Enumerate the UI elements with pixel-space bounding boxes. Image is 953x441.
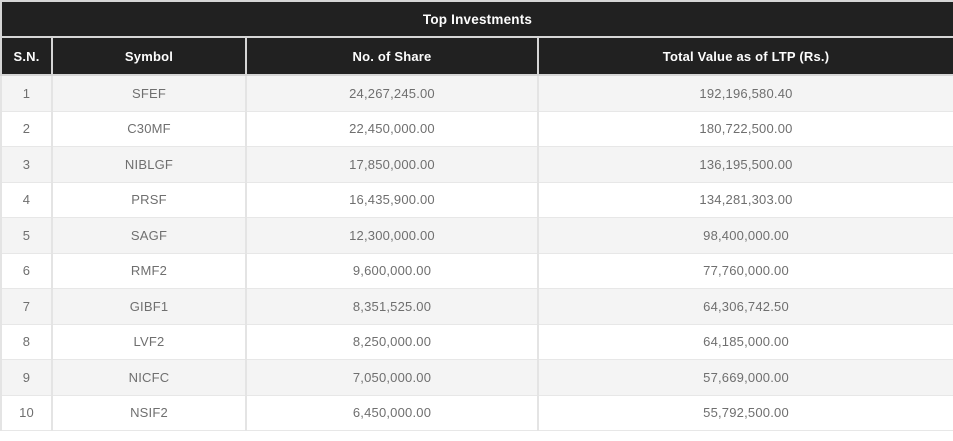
row-symbol-cell: NICFC	[51, 359, 247, 396]
table-row: 3 NIBLGF 17,850,000.00 136,195,500.00	[0, 146, 953, 183]
row-symbol-cell: GIBF1	[51, 288, 247, 325]
row-sn-cell: 8	[0, 323, 53, 360]
row-total-value-cell: 180,722,500.00	[536, 110, 953, 147]
table-row: 4 PRSF 16,435,900.00 134,281,303.00	[0, 181, 953, 218]
top-investments-panel: Top Investments S.N. Symbol No. of Share…	[0, 0, 953, 431]
table-body: 1 SFEF 24,267,245.00 192,196,580.40 2 C30MF 22…	[0, 74, 953, 431]
row-sn-cell: 1	[0, 74, 53, 112]
row-shares-cell: 16,435,900.00	[245, 181, 539, 218]
table-head: Top Investments S.N. Symbol No. of Share…	[0, 0, 953, 76]
row-total-value-cell: 98,400,000.00	[536, 217, 953, 254]
row-symbol-cell: RMF2	[51, 252, 247, 289]
table-row: 9 NICFC 7,050,000.00 57,669,000.00	[0, 359, 953, 396]
row-symbol-cell: LVF2	[51, 323, 247, 360]
row-total-value-cell: 55,792,500.00	[536, 394, 953, 431]
row-total-value-cell: 57,669,000.00	[536, 359, 953, 396]
top-investments-table: Top Investments S.N. Symbol No. of Share…	[0, 0, 953, 431]
row-total-value-cell: 64,306,742.50	[536, 288, 953, 325]
column-header-total-value: Total Value as of LTP (Rs.)	[536, 36, 953, 76]
row-shares-cell: 6,450,000.00	[245, 394, 539, 431]
table-row: 10 NSIF2 6,450,000.00 55,792,500.00	[0, 394, 953, 431]
row-symbol-cell: PRSF	[51, 181, 247, 218]
row-total-value-cell: 192,196,580.40	[536, 74, 953, 112]
row-shares-cell: 22,450,000.00	[245, 110, 539, 147]
row-sn-cell: 5	[0, 217, 53, 254]
row-shares-cell: 9,600,000.00	[245, 252, 539, 289]
row-sn-cell: 6	[0, 252, 53, 289]
row-symbol-cell: C30MF	[51, 110, 247, 147]
row-shares-cell: 8,250,000.00	[245, 323, 539, 360]
row-symbol-cell: NSIF2	[51, 394, 247, 431]
row-shares-cell: 8,351,525.00	[245, 288, 539, 325]
row-total-value-cell: 136,195,500.00	[536, 146, 953, 183]
table-row: 6 RMF2 9,600,000.00 77,760,000.00	[0, 252, 953, 289]
row-shares-cell: 17,850,000.00	[245, 146, 539, 183]
column-header-symbol: Symbol	[51, 36, 247, 76]
title-row: Top Investments	[0, 0, 953, 38]
row-shares-cell: 24,267,245.00	[245, 74, 539, 112]
table-row: 1 SFEF 24,267,245.00 192,196,580.40	[0, 74, 953, 112]
row-total-value-cell: 77,760,000.00	[536, 252, 953, 289]
table-title: Top Investments	[0, 0, 953, 38]
column-header-row: S.N. Symbol No. of Share Total Value as …	[0, 36, 953, 76]
column-header-sn: S.N.	[0, 36, 53, 76]
row-total-value-cell: 64,185,000.00	[536, 323, 953, 360]
row-sn-cell: 2	[0, 110, 53, 147]
row-sn-cell: 3	[0, 146, 53, 183]
row-sn-cell: 4	[0, 181, 53, 218]
row-shares-cell: 7,050,000.00	[245, 359, 539, 396]
table-row: 8 LVF2 8,250,000.00 64,185,000.00	[0, 323, 953, 360]
row-shares-cell: 12,300,000.00	[245, 217, 539, 254]
row-total-value-cell: 134,281,303.00	[536, 181, 953, 218]
table-row: 5 SAGF 12,300,000.00 98,400,000.00	[0, 217, 953, 254]
row-symbol-cell: SAGF	[51, 217, 247, 254]
row-sn-cell: 10	[0, 394, 53, 431]
row-symbol-cell: NIBLGF	[51, 146, 247, 183]
table-row: 7 GIBF1 8,351,525.00 64,306,742.50	[0, 288, 953, 325]
table-row: 2 C30MF 22,450,000.00 180,722,500.00	[0, 110, 953, 147]
row-symbol-cell: SFEF	[51, 74, 247, 112]
row-sn-cell: 7	[0, 288, 53, 325]
column-header-no-of-share: No. of Share	[245, 36, 539, 76]
row-sn-cell: 9	[0, 359, 53, 396]
